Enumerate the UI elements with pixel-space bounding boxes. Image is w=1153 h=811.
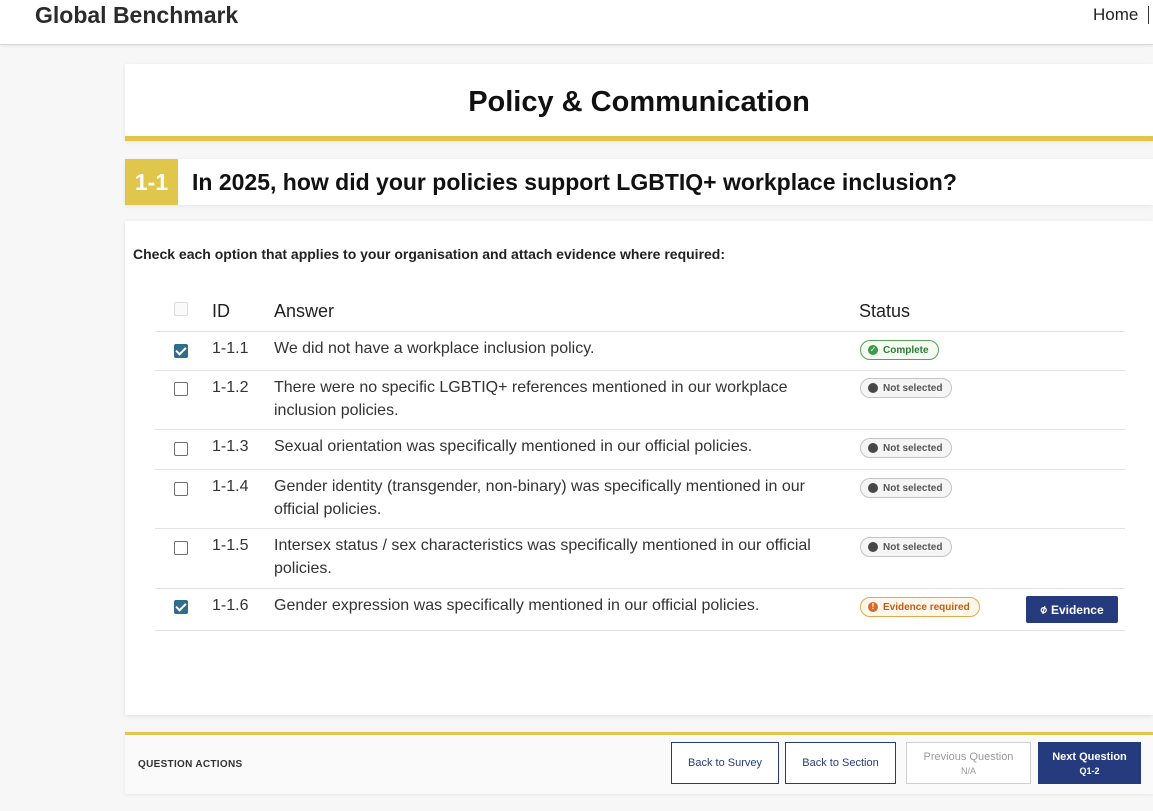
answer-text: Sexual orientation was specifically ment… [274,438,753,455]
column-header-status: Status [859,301,911,321]
status-badge: Not selected [860,537,953,557]
answer-id: 1-1.1 [212,340,249,357]
table-row: 1-1.4 Gender identity (transgender, non-… [155,469,1125,529]
answer-id: 1-1.2 [212,379,249,396]
instruction-text: Check each option that applies to your o… [133,246,726,262]
nav-divider [1148,6,1149,24]
previous-question-button[interactable]: Previous Question N/A [906,742,1031,784]
answer-text: Intersex status / sex characteristics wa… [274,537,811,577]
back-to-survey-button[interactable]: Back to Survey [671,742,779,784]
brand-title[interactable]: Global Benchmark [35,2,239,28]
answer-text: Gender identity (transgender, non-binary… [274,478,805,518]
status-label: Not selected [883,442,943,454]
question-title: In 2025, how did your policies support L… [192,169,957,195]
answer-text: There were no specific LGBTIQ+ reference… [274,379,788,419]
section-header-card: Policy & Communication [125,64,1153,141]
table-row: 1-1.1 We did not have a workplace inclus… [155,331,1125,371]
table-row: 1-1.2 There were no specific LGBTIQ+ ref… [155,370,1125,430]
next-question-sub: Q1-2 [1079,765,1100,776]
column-header-id: ID [212,301,230,321]
nav-home-link[interactable]: Home [1093,5,1139,24]
back-to-section-label: Back to Section [802,757,879,769]
answer-checkbox[interactable] [174,600,188,614]
answer-id: 1-1.4 [212,478,249,495]
previous-question-label: Previous Question [923,750,1014,763]
status-label: Evidence required [883,601,970,613]
back-to-section-button[interactable]: Back to Section [785,742,896,784]
table-header: ID Answer Status [155,297,1125,332]
answer-text: We did not have a workplace inclusion po… [274,340,595,357]
answer-checkbox[interactable] [174,382,188,396]
table-row: 1-1.3 Sexual orientation was specificall… [155,430,1125,470]
evidence-button-label: Evidence [1050,602,1104,617]
answer-text: Gender expression was specifically menti… [274,597,760,614]
top-navbar: Global Benchmark Home [0,0,1153,45]
status-badge: Not selected [860,478,953,498]
status-label: Complete [883,344,929,356]
next-question-button[interactable]: Next Question Q1-2 [1038,742,1141,784]
exclamation-circle-icon: ! [868,602,878,612]
table-row: 1-1.6 Gender expression was specifically… [155,588,1125,631]
select-all-checkbox[interactable] [174,302,188,316]
answer-id: 1-1.6 [212,597,249,614]
answer-checkbox[interactable] [174,541,188,555]
answer-id: 1-1.5 [212,537,249,554]
question-actions-bar: QUESTION ACTIONS Back to Survey Back to … [125,732,1153,794]
question-number-badge: 1-1 [125,159,178,205]
column-header-answer: Answer [274,301,335,321]
status-badge: Not selected [860,438,953,458]
evidence-button[interactable]: ⌀ Evidence [1026,596,1118,623]
status-badge: ✓ Complete [860,340,939,360]
dot-icon [868,443,878,453]
answer-id: 1-1.3 [212,438,249,455]
status-badge: Not selected [860,378,953,398]
question-header: 1-1 In 2025, how did your policies suppo… [125,159,1153,205]
answer-card: Check each option that applies to your o… [125,221,1153,715]
check-circle-icon: ✓ [868,345,878,355]
dot-icon [868,483,878,493]
next-question-label: Next Question [1052,750,1127,763]
answer-checkbox[interactable] [174,482,188,496]
previous-question-sub: N/A [960,765,976,776]
answer-checkbox[interactable] [174,344,188,358]
table-row: 1-1.5 Intersex status / sex characterist… [155,529,1125,589]
answer-checkbox[interactable] [174,442,188,456]
status-label: Not selected [883,541,943,553]
status-badge: ! Evidence required [860,597,980,617]
status-label: Not selected [883,382,943,394]
section-title: Policy & Communication [468,86,810,118]
question-actions-label: QUESTION ACTIONS [138,759,243,770]
dot-icon [868,542,878,552]
status-label: Not selected [883,482,943,494]
paperclip-icon: ⌀ [1038,603,1050,617]
back-to-survey-label: Back to Survey [688,757,762,769]
dot-icon [868,383,878,393]
